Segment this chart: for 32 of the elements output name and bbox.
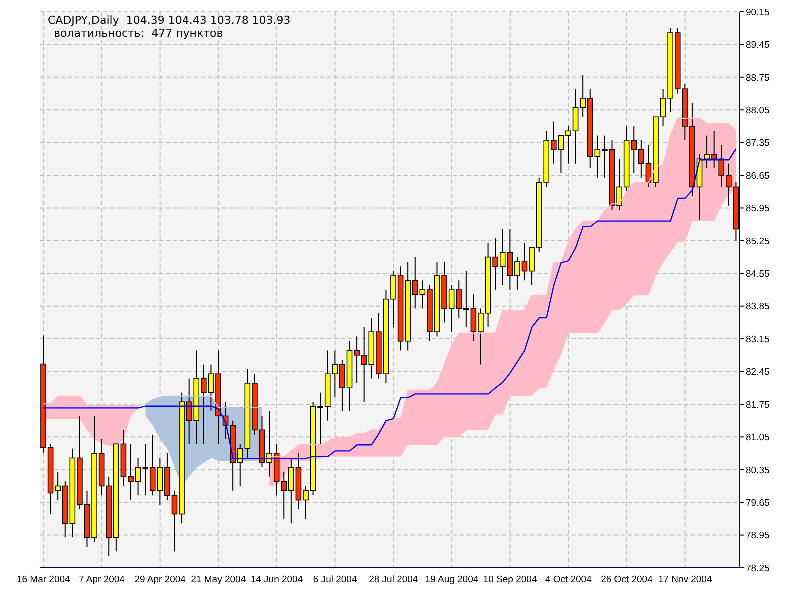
y-tick-label: 86.65 xyxy=(746,170,770,182)
text: волатильность: 477 пунктов xyxy=(53,27,224,40)
y-tick-label: 82.45 xyxy=(746,367,770,378)
y-tick-label: 83.85 xyxy=(746,302,770,313)
y-tick-label: 81.75 xyxy=(746,400,770,411)
y-tick-label: 90.15 xyxy=(746,7,770,18)
y-tick-label: 78.25 xyxy=(746,563,770,574)
x-tick-label: 16 Mar 2004 xyxy=(16,574,70,586)
y-tick-label: 85.95 xyxy=(746,204,770,215)
y-tick-label: 84.55 xyxy=(746,269,770,280)
x-tick-label: 21 May 2004 xyxy=(191,574,246,586)
y-tick-label: 83.15 xyxy=(746,334,770,346)
y-tick-label: 87.35 xyxy=(746,138,770,150)
y-tick-label: 89.45 xyxy=(746,40,770,52)
y-tick-label: 80.35 xyxy=(746,465,770,476)
x-tick-label: 7 Apr 2004 xyxy=(78,574,125,586)
x-tick-label: 6 Jul 2004 xyxy=(313,574,358,586)
y-tick-label: 79.65 xyxy=(746,498,770,509)
y-tick-label: 78.95 xyxy=(746,530,770,542)
x-tick-label: 17 Nov 2004 xyxy=(658,574,712,586)
chart-title: CADJPY,Daily 104.39 104.43 103.78 103.93 xyxy=(48,14,291,27)
y-tick-label: 85.25 xyxy=(746,236,770,248)
y-tick-label: 81.05 xyxy=(746,432,770,444)
x-tick-label: 28 Jul 2004 xyxy=(369,574,418,586)
x-tick-label: 14 Jun 2004 xyxy=(250,574,304,586)
y-tick-label: 88.05 xyxy=(746,105,770,116)
x-tick-label: 29 Apr 2004 xyxy=(134,574,186,586)
x-tick-label: 10 Sep 2004 xyxy=(483,574,538,586)
y-tick-label: 88.75 xyxy=(746,72,770,84)
x-tick-label: 26 Oct 2004 xyxy=(601,574,653,586)
x-tick-label: 4 Oct 2004 xyxy=(545,574,592,586)
x-tick-label: 19 Aug 2004 xyxy=(425,574,479,586)
